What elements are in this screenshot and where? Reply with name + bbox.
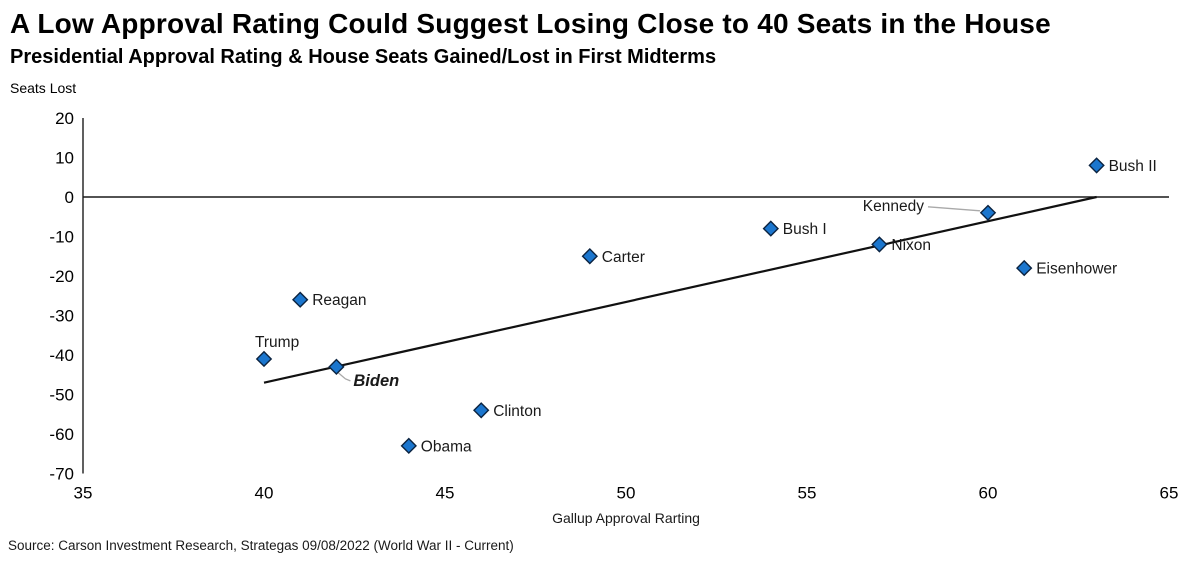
x-tick-label: 35	[74, 484, 93, 503]
data-point-label-carter: Carter	[602, 249, 645, 266]
data-point-biden	[328, 358, 345, 376]
data-point-label-nixon: Nixon	[891, 237, 931, 254]
x-tick-label: 55	[798, 484, 817, 503]
data-point-label-reagan: Reagan	[312, 292, 366, 309]
data-point-label-eisenhower: Eisenhower	[1036, 261, 1117, 278]
data-point-clinton	[473, 402, 490, 419]
y-tick-label: 0	[65, 188, 74, 207]
data-point-obama	[400, 437, 417, 455]
trend-line	[263, 195, 1097, 384]
data-point-label-clinton: Clinton	[493, 403, 541, 420]
x-tick-label: 45	[436, 484, 455, 503]
data-point-eisenhower	[1016, 259, 1033, 277]
data-point-label-obama: Obama	[421, 438, 472, 455]
y-tick-label: -60	[49, 425, 74, 444]
y-tick-label: -30	[49, 307, 74, 326]
data-point-label-kennedy: Kennedy	[863, 198, 924, 215]
x-axis-title: Gallup Approval Rarting	[552, 510, 700, 526]
x-tick-label: 60	[979, 484, 998, 503]
x-tick-label: 40	[255, 484, 274, 503]
data-point-kennedy	[979, 204, 997, 221]
y-axis-title: Seats Lost	[10, 80, 77, 96]
y-tick-label: 10	[55, 149, 74, 168]
y-tick-label: -10	[49, 228, 74, 247]
x-tick-label: 50	[617, 484, 636, 503]
leader-line-kennedy	[927, 206, 981, 212]
data-point-trump	[255, 350, 273, 368]
source-note: Source: Carson Investment Research, Stra…	[8, 538, 514, 553]
data-point-bush-ii	[1088, 157, 1105, 174]
data-point-label-biden: Biden	[353, 372, 399, 390]
data-point-nixon	[871, 236, 888, 253]
data-point-carter	[581, 248, 598, 265]
y-tick-label: -70	[49, 465, 74, 484]
data-point-label-bush-i: Bush I	[783, 221, 827, 238]
chart-title: A Low Approval Rating Could Suggest Losi…	[10, 8, 1051, 39]
data-point-reagan	[292, 291, 309, 308]
chart-subtitle: Presidential Approval Rating & House Sea…	[10, 46, 717, 68]
y-tick-label: 20	[55, 109, 74, 128]
leader-line-biden	[337, 372, 351, 382]
y-tick-label: -20	[49, 267, 74, 286]
y-tick-label: -50	[49, 386, 74, 405]
x-tick-label: 65	[1160, 484, 1179, 503]
y-tick-label: -40	[49, 346, 74, 365]
data-point-label-trump: Trump	[255, 334, 299, 351]
data-point-label-bush-ii: Bush II	[1109, 158, 1157, 175]
data-point-bush-i	[762, 220, 779, 237]
